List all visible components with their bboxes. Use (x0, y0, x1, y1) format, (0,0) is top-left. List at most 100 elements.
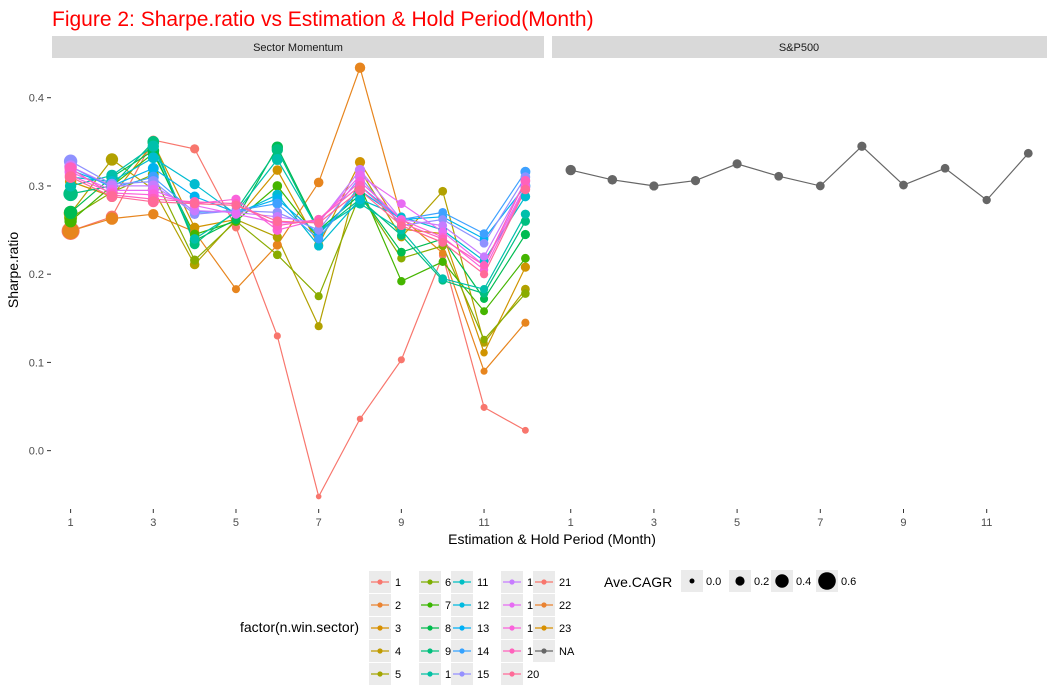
figure-title: Figure 2: Sharpe.ratio vs Estimation & H… (52, 8, 594, 31)
data-point-10 (354, 194, 366, 205)
data-point-5 (190, 255, 200, 265)
data-point-NA (774, 171, 784, 181)
color-legend-title: factor(n.win.sector) (240, 619, 359, 635)
y-tick-label: 0.1 (29, 357, 44, 369)
legend-key-point (377, 602, 383, 608)
data-point-8 (520, 216, 530, 226)
data-point-1 (521, 426, 529, 434)
data-point-2 (148, 208, 159, 220)
panel-sector-momentum (61, 62, 531, 500)
data-point-3 (520, 262, 530, 272)
data-point-1 (190, 144, 200, 154)
data-point-18 (189, 198, 200, 209)
size-legend-label: 0.4 (796, 576, 811, 588)
data-point-1 (231, 223, 241, 232)
facet-strip-left (52, 36, 544, 58)
legend-label: 8 (445, 623, 451, 635)
data-point-5 (521, 289, 530, 298)
legend-key-point (541, 625, 547, 631)
series-line-4 (70, 158, 526, 345)
data-point-18 (64, 171, 77, 183)
data-point-NA (690, 176, 701, 186)
data-point-1 (397, 356, 405, 364)
x-tick-label: 11 (981, 517, 992, 529)
data-point-18 (147, 196, 159, 208)
facet-label-sp500: S&P500 (779, 42, 819, 54)
data-point-NA (982, 195, 991, 205)
data-point-10 (520, 191, 531, 202)
series-line-13 (70, 160, 526, 245)
legend-key-point (541, 648, 547, 654)
data-point-10 (314, 241, 324, 251)
data-point-1 (480, 403, 488, 411)
data-point-7 (520, 229, 530, 240)
data-point-18 (396, 221, 406, 231)
legend-label: 15 (477, 669, 489, 681)
data-point-2 (62, 222, 79, 240)
legend-key-point (509, 602, 515, 608)
panel-sp500 (565, 141, 1033, 205)
data-point-4 (438, 186, 448, 196)
legend-label: 4 (395, 646, 401, 658)
legend-key-point (459, 579, 465, 585)
data-point-5 (480, 335, 488, 344)
size-legend-title: Ave.CAGR (604, 574, 672, 590)
legend-key-point (427, 671, 433, 677)
y-axis-title: Sharpe.ratio (5, 232, 21, 308)
legend-key-point (541, 579, 547, 585)
data-point-7 (396, 247, 406, 257)
y-tick-label: 0.0 (29, 446, 44, 458)
data-point-5 (314, 292, 323, 301)
legend-label: 2 (395, 600, 401, 612)
legend-label: 1 (395, 577, 401, 589)
data-point-6 (397, 277, 406, 286)
series-line-9 (70, 145, 526, 290)
x-axis-left: 1 3 5 7 9 11 (68, 509, 490, 529)
legend-key-point (459, 671, 465, 677)
data-point-5 (272, 250, 282, 260)
data-point-5 (397, 254, 406, 263)
size-legend-point (735, 576, 745, 586)
legend-key-point (459, 648, 465, 654)
y-tick-label: 0.3 (29, 181, 44, 193)
series-line-8 (70, 140, 526, 295)
data-point-2 (313, 177, 324, 188)
series-line-NA (570, 145, 1029, 201)
x-tick-label: 5 (734, 517, 740, 529)
data-point-2 (272, 240, 282, 250)
data-point-NA (649, 181, 659, 191)
data-point-9 (64, 180, 77, 192)
data-point-12 (479, 229, 489, 238)
data-point-17 (479, 261, 489, 270)
data-point-2 (105, 212, 119, 225)
data-point-NA (1023, 148, 1033, 158)
facet-label-sector-momentum: Sector Momentum (253, 42, 343, 54)
x-tick-label: 1 (68, 517, 74, 529)
data-point-13 (438, 215, 448, 224)
legend-key-point (377, 671, 383, 677)
size-legend: 0.0 0.2 0.4 0.6 (681, 570, 856, 592)
x-tick-label: 3 (150, 517, 156, 529)
data-point-2 (438, 249, 447, 257)
data-point-NA (857, 141, 867, 151)
legend-label: NA (559, 646, 575, 658)
legend-key-point (377, 579, 383, 585)
series-line-7 (70, 145, 526, 300)
data-point-6 (521, 253, 530, 263)
data-point-13 (314, 225, 324, 235)
legend-label: 5 (395, 669, 401, 681)
series-line-5 (70, 173, 526, 341)
legend-key-point (427, 625, 433, 631)
data-point-17 (520, 175, 531, 186)
legend-key-point (509, 625, 515, 631)
data-point-1 (273, 332, 281, 340)
data-point-NA (940, 163, 950, 173)
legend-label: 14 (477, 646, 489, 658)
data-point-NA (607, 174, 618, 185)
legend-key-point (427, 648, 433, 654)
data-point-3 (272, 165, 283, 175)
data-point-9 (438, 274, 447, 283)
data-point-4 (105, 153, 119, 166)
data-point-9 (271, 154, 283, 165)
